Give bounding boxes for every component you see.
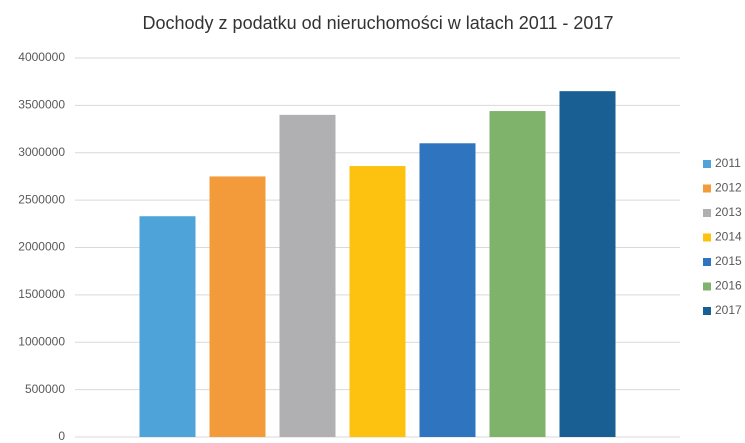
y-tick-label: 3500000 bbox=[18, 98, 65, 112]
y-tick-label: 500000 bbox=[25, 382, 65, 396]
bar bbox=[209, 176, 266, 437]
bar bbox=[489, 111, 546, 437]
legend-swatch bbox=[703, 184, 711, 193]
legend-swatch bbox=[703, 209, 711, 217]
legend-swatch bbox=[703, 307, 711, 315]
legend-swatch bbox=[703, 258, 711, 266]
y-tick-label: 0 bbox=[58, 429, 65, 443]
y-tick-label: 1500000 bbox=[18, 287, 65, 301]
legend-swatch bbox=[703, 282, 711, 291]
bar bbox=[559, 91, 616, 437]
y-tick-label: 2000000 bbox=[18, 240, 65, 254]
legend-label: 2017 bbox=[715, 303, 742, 317]
y-tick-label: 4000000 bbox=[18, 50, 65, 64]
legend-label: 2012 bbox=[715, 181, 742, 195]
legend-swatch bbox=[703, 233, 711, 242]
bar bbox=[279, 114, 336, 437]
y-tick-label: 3000000 bbox=[18, 145, 65, 159]
legend-label: 2011 bbox=[715, 156, 741, 170]
y-tick-label: 1000000 bbox=[18, 334, 65, 348]
legend-swatch bbox=[703, 160, 711, 168]
bar bbox=[349, 166, 406, 437]
bar bbox=[139, 216, 196, 437]
legend-label: 2016 bbox=[715, 279, 742, 293]
bar bbox=[419, 143, 476, 437]
legend-label: 2014 bbox=[715, 230, 742, 244]
legend-label: 2013 bbox=[715, 205, 742, 219]
chart-title: Dochody z podatku od nieruchomości w lat… bbox=[143, 13, 614, 33]
y-tick-label: 2500000 bbox=[18, 192, 65, 206]
legend-label: 2015 bbox=[715, 254, 742, 268]
